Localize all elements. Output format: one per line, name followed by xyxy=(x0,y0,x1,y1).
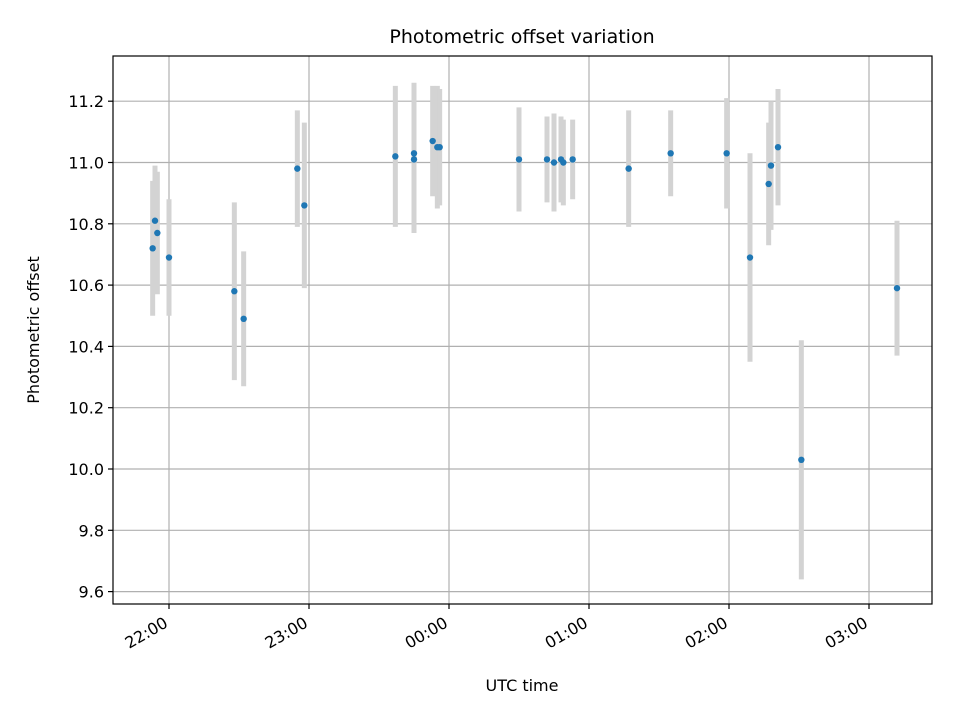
data-point xyxy=(560,159,567,166)
data-point xyxy=(746,254,754,261)
data-point xyxy=(436,143,443,151)
y-tick-label: 9.8 xyxy=(79,521,104,540)
y-tick-label: 10.8 xyxy=(68,215,104,234)
data-point xyxy=(410,150,418,157)
data-point xyxy=(667,150,674,157)
y-tick-label: 9.6 xyxy=(79,583,104,602)
data-point xyxy=(543,156,551,163)
data-point xyxy=(301,202,308,209)
y-tick-label: 10.4 xyxy=(68,337,104,356)
data-point xyxy=(798,456,805,464)
data-point xyxy=(149,245,156,252)
y-tick-label: 10.0 xyxy=(68,460,104,479)
y-tick-label: 11.0 xyxy=(68,154,104,173)
data-point xyxy=(240,315,247,323)
data-point xyxy=(893,284,901,292)
y-tick-label: 11.2 xyxy=(68,92,104,111)
data-point xyxy=(765,180,772,188)
y-axis-title: Photometric offset xyxy=(24,256,43,404)
data-point xyxy=(569,156,576,163)
plot-frame xyxy=(112,55,933,605)
data-point xyxy=(151,217,159,224)
x-axis-title: UTC time xyxy=(486,676,559,695)
data-point xyxy=(429,137,436,145)
data-point xyxy=(550,159,558,166)
y-tick-label: 10.6 xyxy=(68,276,104,295)
data-point xyxy=(165,254,173,261)
data-point xyxy=(723,150,730,157)
y-axis-ticks: 9.6 9.8 10.0 10.2 10.4 10.6 10.8 11.0 11.2 xyxy=(68,92,113,602)
data-point xyxy=(154,229,161,237)
data-point xyxy=(625,165,632,172)
data-point xyxy=(774,143,782,151)
data-point xyxy=(767,162,775,169)
y-tick-label: 10.2 xyxy=(68,399,104,418)
data-point xyxy=(410,156,418,163)
data-point xyxy=(392,153,399,160)
point-layer xyxy=(149,137,901,464)
grid-layer xyxy=(113,56,932,604)
chart-title: Photometric offset variation xyxy=(389,26,654,48)
data-point xyxy=(231,288,238,295)
data-point xyxy=(294,165,301,172)
data-point xyxy=(515,156,523,163)
